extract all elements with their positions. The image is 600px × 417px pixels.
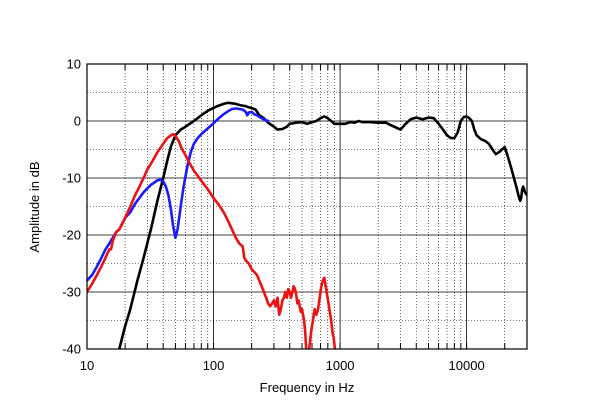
y-tick-label: -40 bbox=[62, 342, 81, 357]
series-layer bbox=[87, 101, 527, 349]
plot-frame bbox=[86, 63, 528, 350]
series-line-1 bbox=[118, 101, 527, 349]
y-tick-label: -30 bbox=[62, 285, 81, 300]
x-tick-label: 100 bbox=[203, 358, 225, 373]
y-tick-label: 0 bbox=[74, 114, 81, 129]
x-tick-label: 10000 bbox=[449, 358, 485, 373]
y-tick-label: -10 bbox=[62, 171, 81, 186]
y-tick-label: 10 bbox=[67, 57, 81, 72]
x-axis-label: Frequency in Hz bbox=[260, 380, 355, 395]
series-line-3 bbox=[87, 132, 308, 349]
y-axis-label: Amplitude in dB bbox=[27, 161, 42, 252]
x-tick-label: 10 bbox=[80, 358, 94, 373]
x-tick-label: 1000 bbox=[326, 358, 355, 373]
series-line-4 bbox=[307, 276, 337, 349]
y-tick-label: -20 bbox=[62, 228, 81, 243]
